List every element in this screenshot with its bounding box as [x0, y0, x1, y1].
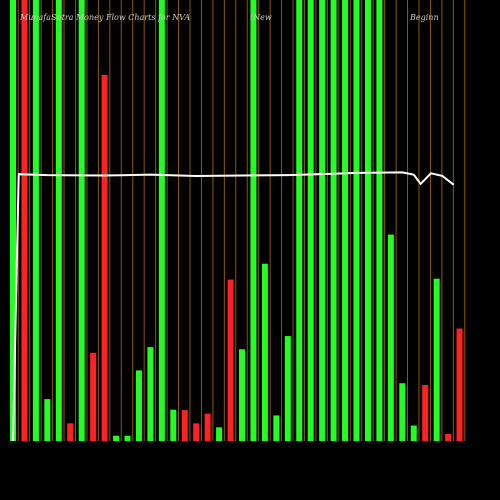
bar-24 — [273, 415, 280, 441]
bar-17 — [193, 423, 200, 441]
bar-34 — [387, 234, 394, 441]
bar-7 — [78, 0, 85, 441]
bar-37 — [422, 384, 429, 441]
bar-39 — [445, 433, 452, 441]
bar-15 — [170, 409, 177, 441]
bar-10 — [113, 435, 120, 441]
bar-26 — [296, 0, 303, 441]
bar-19 — [216, 427, 223, 441]
bar-40 — [456, 328, 463, 441]
bar-28 — [319, 0, 326, 441]
bar-13 — [147, 347, 154, 441]
chart-title: MunafaSutra Money Flow Charts for NVA — [20, 13, 191, 22]
bar-30 — [342, 0, 349, 441]
bar-2 — [21, 0, 28, 441]
bar-25 — [284, 336, 291, 441]
bar-5 — [55, 0, 62, 441]
bar-3 — [32, 0, 39, 441]
bar-31 — [353, 0, 360, 441]
bar-29 — [330, 0, 337, 441]
bar-27 — [307, 0, 314, 441]
bar-35 — [399, 383, 406, 441]
chart-subtitle-fragment: (New — [250, 13, 272, 22]
bar-9 — [101, 74, 108, 441]
bar-32 — [364, 0, 371, 441]
bar-21 — [239, 349, 245, 441]
bar-8 — [90, 352, 97, 441]
bar-14 — [158, 0, 165, 441]
bar-22 — [250, 0, 257, 441]
bar-11 — [124, 435, 131, 441]
bar-18 — [204, 413, 211, 441]
bar-20 — [227, 279, 234, 441]
bar-12 — [135, 370, 142, 441]
bar-38 — [433, 278, 440, 441]
bar-33 — [376, 0, 383, 441]
bar-4 — [44, 399, 51, 441]
bar-23 — [261, 263, 268, 441]
money-flow-line — [12, 171, 455, 442]
chart-subtitle-right: Beginn — [410, 13, 439, 22]
bar-36 — [410, 425, 417, 441]
bar-6 — [67, 423, 74, 441]
bar-1 — [10, 0, 16, 441]
bar-16 — [181, 410, 188, 441]
